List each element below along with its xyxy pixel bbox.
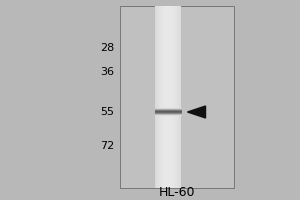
Bar	[181, 6, 182, 188]
Text: 36: 36	[100, 67, 114, 77]
Bar	[170, 6, 171, 188]
Bar	[154, 115, 182, 116]
Bar	[161, 6, 162, 188]
Text: 72: 72	[100, 141, 114, 151]
Bar	[154, 113, 182, 114]
Bar	[174, 6, 175, 188]
Bar	[154, 108, 182, 109]
Bar	[165, 6, 166, 188]
Bar	[120, 6, 234, 188]
Bar	[167, 6, 168, 188]
Bar	[154, 111, 182, 112]
Bar	[171, 6, 172, 188]
Bar	[163, 6, 164, 188]
Bar	[168, 6, 169, 188]
Bar	[154, 110, 182, 111]
Bar	[154, 109, 182, 110]
Polygon shape	[188, 106, 206, 118]
Bar	[179, 6, 180, 188]
Bar	[173, 6, 174, 188]
Bar	[180, 6, 181, 188]
Text: 28: 28	[100, 43, 114, 53]
Text: HL-60: HL-60	[159, 186, 195, 198]
Bar	[175, 6, 176, 188]
Bar	[164, 6, 165, 188]
Bar	[154, 6, 155, 188]
Bar	[157, 6, 158, 188]
Bar	[160, 6, 161, 188]
Text: 55: 55	[100, 107, 114, 117]
Bar	[162, 6, 163, 188]
Bar	[154, 112, 182, 113]
Bar	[155, 6, 156, 188]
Bar	[176, 6, 177, 188]
Bar	[169, 6, 170, 188]
Bar	[154, 114, 182, 115]
Bar	[156, 6, 157, 188]
Bar	[159, 6, 160, 188]
Bar	[172, 6, 173, 188]
Bar	[178, 6, 179, 188]
Bar	[166, 6, 167, 188]
Bar	[158, 6, 159, 188]
